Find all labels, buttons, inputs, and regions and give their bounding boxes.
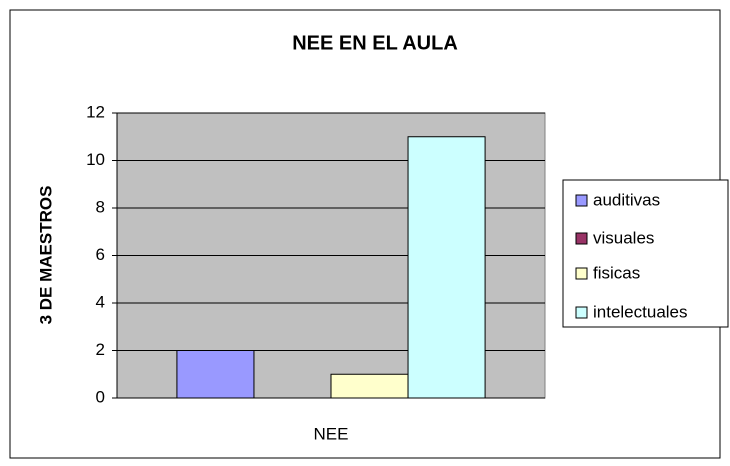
legend-swatch [575,306,588,319]
chart-title: NEE EN EL AULA [292,32,458,54]
y-tick-label: 6 [96,245,105,264]
y-tick-label: 2 [96,340,105,359]
legend-label: intelectuales [593,302,688,321]
legend-label: fisicas [593,263,640,282]
legend-label: auditivas [593,190,660,209]
bar [407,136,486,399]
legend [562,179,729,328]
y-tick-label: 4 [96,292,105,311]
legend-label: visuales [593,228,654,247]
y-tick-label: 10 [86,150,105,169]
y-tick-label: 8 [96,197,105,216]
legend-swatch [575,267,588,280]
bar [176,350,255,399]
y-tick-label: 0 [96,387,105,406]
legend-swatch [575,194,588,207]
y-tick-label: 12 [86,102,105,121]
bar [330,373,409,399]
y-axis-label: 3 DE MAESTROS [36,186,55,325]
x-tick-label: NEE [314,424,349,443]
legend-swatch [575,232,588,245]
